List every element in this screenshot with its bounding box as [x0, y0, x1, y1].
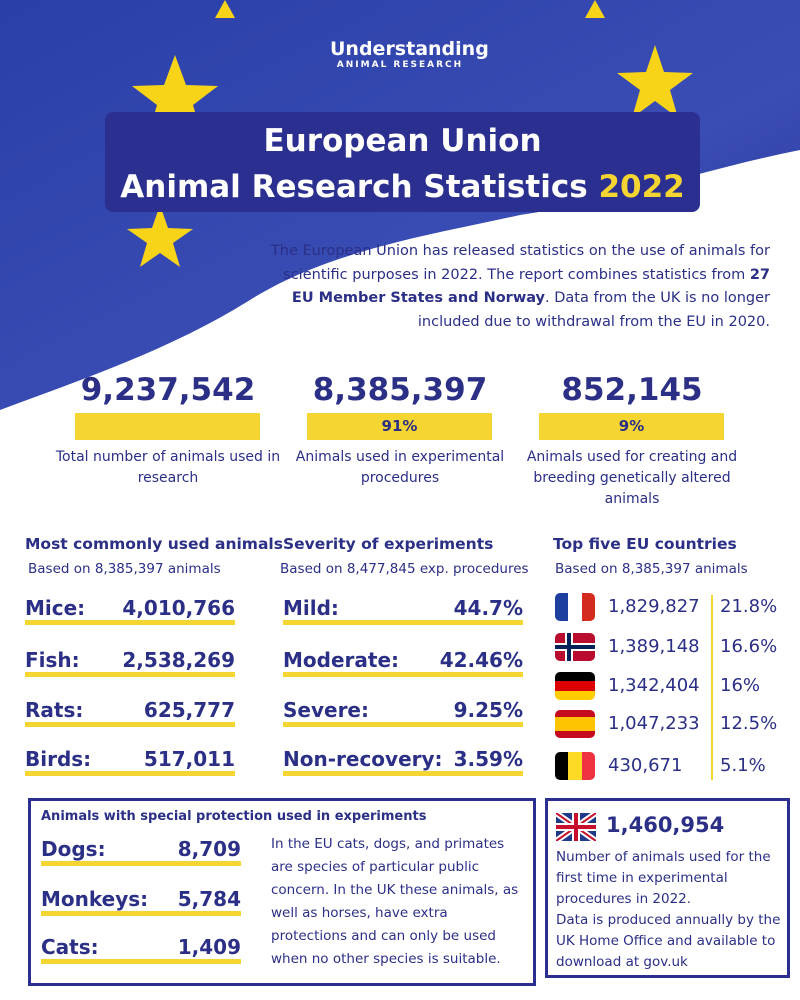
row-value: 3.59% — [453, 747, 523, 771]
stat-row: Dogs: 8,709 — [41, 833, 241, 866]
uk-text1: Number of animals used for the first tim… — [556, 849, 771, 907]
flag-stripe — [555, 672, 595, 682]
uk-text2: Data is produced annually by the UK Home… — [556, 912, 781, 970]
flag — [555, 633, 595, 661]
row-value: 1,409 — [177, 935, 241, 959]
stat-row: Birds: 517,011 — [25, 743, 235, 776]
country-count: 1,047,233 — [608, 713, 700, 734]
headline-label: Animals used in experimental procedures — [295, 449, 505, 486]
stat-row: Rats: 625,777 — [25, 694, 235, 727]
flag — [555, 672, 595, 700]
row-label: Cats: — [41, 935, 99, 959]
section-title: Severity of experiments — [283, 535, 494, 553]
section-title: Top five EU countries — [553, 535, 737, 553]
stat-row: Mice: 4,010,766 — [25, 592, 235, 625]
special-note: In the EU cats, dogs, and primates are s… — [271, 836, 519, 967]
headline-bar: 9% — [539, 413, 724, 440]
intro-text: The European Union has released statisti… — [270, 243, 770, 283]
row-value: 2,538,269 — [122, 648, 235, 672]
row-value: 625,777 — [143, 698, 235, 722]
intro: The European Union has released statisti… — [270, 240, 770, 334]
section-subtitle: Based on 8,477,845 exp. procedures — [280, 561, 529, 577]
row-label: Non-recovery: — [283, 747, 443, 771]
uk-text: Number of animals used for the first tim… — [556, 847, 788, 973]
headline-label: Total number of animals used in research — [55, 449, 281, 486]
title-line2: Animal Research Statistics 2022 — [105, 164, 700, 210]
special-protection-box: Animals with special protection used in … — [28, 798, 536, 986]
flag-cross — [555, 633, 595, 661]
uk-flag — [556, 813, 596, 841]
flag — [555, 710, 595, 738]
flag-stripe — [581, 593, 595, 621]
logo: Understanding ANIMAL RESEARCH — [330, 38, 489, 70]
flag-stripe — [555, 593, 569, 621]
section-title: Most commonly used animals — [25, 535, 283, 553]
stat-row: Mild: 44.7% — [283, 592, 523, 625]
row-value: 8,709 — [177, 837, 241, 861]
flag-stripe — [555, 681, 595, 691]
flag-stripe — [555, 717, 595, 731]
country-count: 1,342,404 — [608, 675, 700, 696]
flag-stripe — [555, 752, 569, 780]
country-count: 1,389,148 — [608, 636, 700, 657]
row-label: Severe: — [283, 698, 369, 722]
stat-row: Cats: 1,409 — [41, 931, 241, 964]
stat-row: Fish: 2,538,269 — [25, 644, 235, 677]
headline-bar — [75, 413, 260, 440]
country-percent: 16% — [720, 675, 761, 696]
flag-stripe — [581, 752, 595, 780]
row-label: Dogs: — [41, 837, 106, 861]
row-label: Mild: — [283, 596, 339, 620]
section-subtitle: Based on 8,385,397 animals — [555, 561, 748, 577]
row-label: Monkeys: — [41, 887, 149, 911]
stat-row: Monkeys: 5,784 — [41, 883, 241, 916]
title-line1: European Union — [263, 123, 542, 159]
row-label: Fish: — [25, 648, 80, 672]
flag-stripe — [555, 710, 595, 717]
country-percent: 5.1% — [720, 755, 766, 776]
headline-value: 852,145 — [561, 372, 703, 408]
row-value: 44.7% — [453, 596, 523, 620]
headline-value: 9,237,542 — [80, 372, 256, 408]
special-title: Animals with special protection used in … — [41, 809, 427, 824]
row-value: 42.46% — [439, 648, 523, 672]
country-percent: 21.8% — [720, 596, 778, 617]
row-value: 517,011 — [143, 747, 235, 771]
stat-row: Severe: 9.25% — [283, 694, 523, 727]
headline-label: Animals used for creating and breeding g… — [526, 449, 738, 507]
title-year: 2022 — [598, 169, 685, 205]
country-count: 1,829,827 — [608, 596, 700, 617]
divider-line — [711, 595, 713, 780]
title-box: European Union Animal Research Statistic… — [105, 112, 700, 212]
uk-value: 1,460,954 — [606, 813, 725, 837]
logo-line2: ANIMAL RESEARCH — [336, 60, 464, 70]
country-count: 430,671 — [608, 755, 683, 776]
row-label: Moderate: — [283, 648, 400, 672]
flag — [555, 752, 595, 780]
row-label: Birds: — [25, 747, 92, 771]
stat-row: Moderate: 42.46% — [283, 644, 523, 677]
stat-row: Non-recovery: 3.59% — [283, 743, 523, 776]
headline-bar: 91% — [307, 413, 492, 440]
row-value: 5,784 — [177, 887, 241, 911]
title-line2-text: Animal Research Statistics — [120, 169, 588, 205]
headline-value: 8,385,397 — [312, 372, 488, 408]
country-percent: 16.6% — [720, 636, 778, 657]
intro-text: . Data from the UK is no longer included… — [417, 290, 770, 330]
section-subtitle: Based on 8,385,397 animals — [28, 561, 221, 577]
row-value: 9.25% — [453, 698, 523, 722]
flag — [555, 593, 595, 621]
intro-bold: 27 EU Member States and Norway — [291, 266, 770, 307]
flag-stripe — [568, 593, 582, 621]
flag-stripe — [568, 752, 582, 780]
country-percent: 12.5% — [720, 713, 778, 734]
flag-stripe — [555, 690, 595, 700]
row-label: Mice: — [25, 596, 86, 620]
logo-line1: Understanding — [330, 38, 489, 60]
row-value: 4,010,766 — [122, 596, 235, 620]
flag-stripe — [555, 731, 595, 738]
row-label: Rats: — [25, 698, 84, 722]
uk-box: 1,460,954 Number of animals used for the… — [545, 798, 790, 978]
